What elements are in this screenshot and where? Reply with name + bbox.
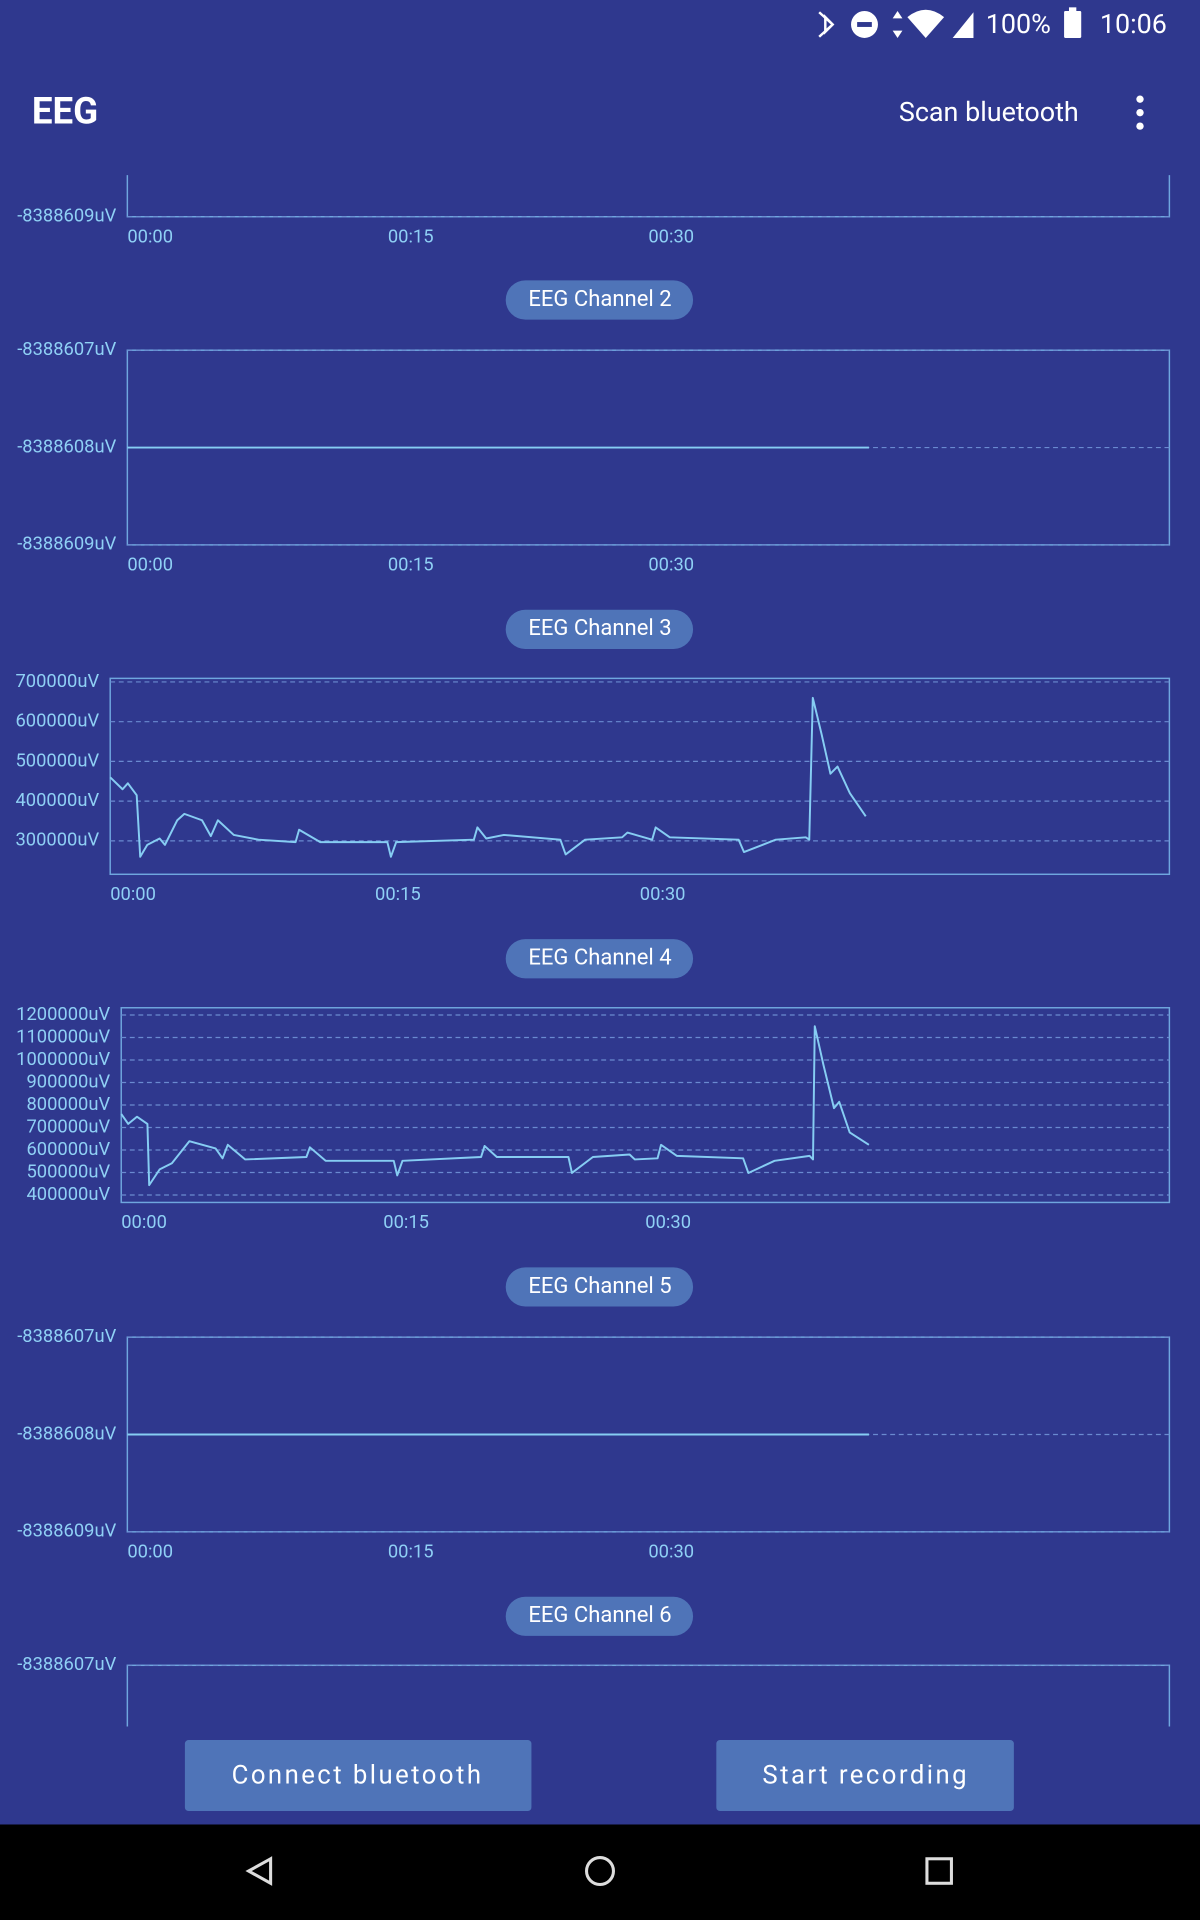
channel-title: EEG Channel 2 [528, 287, 671, 312]
bluetooth-icon [818, 11, 835, 38]
eeg-chart: EEG Channel 2 -8388607uV -8388608uV -838860… [17, 280, 1171, 576]
plot-frame [126, 175, 1171, 218]
x-tick-label: 00:00 [121, 1212, 167, 1233]
y-tick-label: 1100000uV [16, 1026, 110, 1047]
y-tick-label: 300000uV [15, 830, 99, 851]
battery-percent: 100% [986, 8, 1051, 40]
chart-list: -8388609uV 00:00 00:15 00:30 EEG Channel 2 -8… [15, 175, 1171, 1727]
x-tick-label: 00:00 [127, 226, 173, 247]
eeg-trace [109, 696, 867, 858]
y-tick-label: 600000uV [26, 1139, 110, 1160]
x-tick-label: 00:30 [640, 884, 686, 905]
x-tick-label: 00:15 [383, 1212, 429, 1233]
status-bar: 100% 10:06 [818, 7, 1167, 40]
eeg-chart: EEG Channel 6-8388607uV-8388608uV [17, 1596, 1171, 1727]
y-tick-label: -8388609uV [17, 534, 116, 555]
channel-title: EEG Channel 4 [528, 946, 671, 971]
y-tick-label: -8388609uV [17, 1521, 116, 1542]
channel-pill [505, 1267, 694, 1307]
x-tick-label: 00:15 [375, 884, 421, 905]
record-button[interactable] [716, 1740, 1014, 1812]
nav-bar [0, 1824, 1200, 1920]
y-tick-label: -8388607uV [17, 339, 116, 360]
dnd-bar [857, 22, 872, 27]
nav-back[interactable] [245, 1856, 273, 1886]
channel-pill [505, 609, 694, 649]
y-tick-label: 400000uV [15, 790, 99, 811]
menu-dot [1136, 122, 1144, 130]
plot-frame [109, 677, 1171, 876]
channel-title: EEG Channel 6 [528, 1603, 671, 1628]
y-tick-label: 600000uV [15, 711, 99, 732]
y-tick-label: 900000uV [26, 1071, 110, 1092]
x-tick-label: 00:30 [648, 1541, 694, 1562]
menu-dot [1136, 108, 1144, 117]
y-tick-label: -8388607uV [17, 1326, 116, 1347]
x-tick-label: 00:30 [648, 555, 694, 576]
scan-bluetooth-action[interactable]: Scan bluetooth [899, 96, 1079, 128]
y-tick-label: -8388608uV [17, 1423, 116, 1444]
x-tick-label: 00:15 [388, 226, 434, 247]
y-tick-label: 1200000uV [16, 1004, 110, 1025]
y-tick-label: -8388607uV [17, 1654, 116, 1675]
x-tick-label: 00:30 [645, 1212, 691, 1233]
nav-recents[interactable] [925, 1857, 953, 1885]
overflow-menu[interactable] [1136, 95, 1144, 130]
y-tick-label: 500000uV [26, 1161, 110, 1182]
connect-button-label: Connect bluetooth [232, 1761, 484, 1791]
battery-icon [1064, 11, 1082, 38]
data-icon [892, 11, 903, 38]
x-tick-label: 00:00 [110, 884, 156, 905]
plot-frame [126, 1664, 1171, 1727]
channel-pill [505, 1596, 694, 1636]
channel-title: EEG Channel 5 [528, 1274, 671, 1299]
y-tick-label: 700000uV [15, 671, 99, 692]
clock: 10:06 [1100, 8, 1167, 40]
y-tick-label: 400000uV [26, 1184, 110, 1205]
app-title: EEG [32, 90, 98, 133]
eeg-trace [120, 1025, 870, 1187]
nav-home[interactable] [585, 1856, 615, 1887]
record-button-label: Start recording [762, 1761, 969, 1791]
channel-pill [505, 280, 694, 320]
eeg-chart: EEG Channel 3 700000uV 600000uV 500000uV 400… [15, 609, 1171, 905]
y-tick-label: 500000uV [15, 750, 99, 771]
x-tick-label: 00:30 [648, 226, 694, 247]
menu-dot [1136, 95, 1144, 103]
channel-title: EEG Channel 3 [528, 616, 671, 641]
y-tick-label: 800000uV [26, 1094, 110, 1115]
x-tick-label: 00:15 [388, 1541, 434, 1562]
eeg-chart: -8388609uV 00:00 00:15 00:30 [17, 175, 1171, 247]
x-tick-label: 00:00 [127, 1541, 173, 1562]
battery-tip [1068, 7, 1077, 13]
y-tick-label: -8388608uV [17, 436, 116, 457]
channel-pill [505, 939, 694, 979]
y-tick-label: 1000000uV [16, 1049, 110, 1070]
x-tick-label: 00:15 [388, 555, 434, 576]
y-tick-label: -8388609uV [17, 206, 116, 227]
connect-button[interactable] [184, 1740, 532, 1812]
eeg-chart: EEG Channel 5 -8388607uV -8388608uV -838860… [17, 1267, 1171, 1562]
x-tick-label: 00:00 [127, 555, 173, 576]
wifi-icon [907, 9, 945, 38]
eeg-chart: EEG Channel 4 1200000uV1100000uV1000000uV… [16, 939, 1171, 1233]
y-tick-label: 700000uV [26, 1116, 110, 1137]
